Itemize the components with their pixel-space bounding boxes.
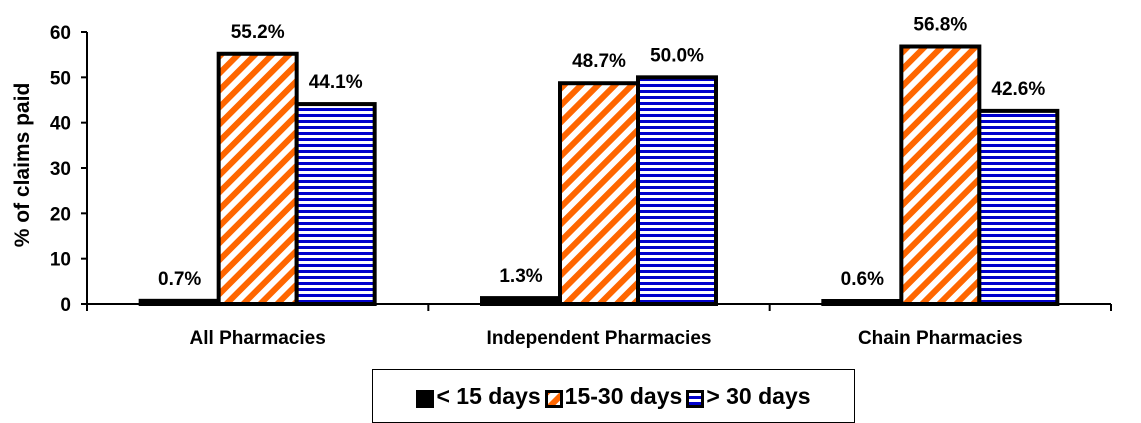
legend-label-over-30: > 30 days: [706, 382, 811, 409]
legend-item-over-30: > 30 days: [686, 382, 811, 410]
data-label: 48.7%: [572, 51, 626, 72]
data-label: 1.3%: [499, 266, 542, 287]
y-tick-label: 60: [50, 23, 71, 44]
bar-chart: 0 10 20 30 40 50 60 All Pharmacies Independent P…: [11, 15, 1112, 349]
bar: [977, 108, 1060, 306]
data-label: 50.0%: [650, 45, 704, 66]
bar: [138, 298, 221, 306]
bar: [821, 299, 904, 306]
bar: [899, 44, 982, 307]
bar: [216, 51, 299, 307]
bar: [480, 296, 562, 306]
bars: [138, 44, 1060, 307]
y-tick-label: 50: [50, 68, 71, 89]
data-label: 0.7%: [158, 269, 201, 290]
y-tick-label: 20: [50, 204, 71, 225]
legend-swatch-15-30: [544, 387, 563, 408]
y-tick-label: 40: [50, 114, 71, 135]
bar: [558, 81, 640, 306]
legend-label-15-30: 15-30 days: [564, 382, 683, 409]
legend-item-under-15: < 15 days: [416, 382, 541, 410]
x-category-label: All Pharmacies: [190, 328, 326, 349]
legend-swatch-under-15: [416, 387, 435, 408]
data-label: 44.1%: [309, 72, 363, 93]
bar: [636, 75, 718, 307]
data-label: 56.8%: [913, 15, 967, 36]
legend: < 15 days 15-30 days > 30 days: [372, 369, 855, 423]
legend-label-under-15: < 15 days: [436, 382, 541, 409]
bar: [294, 102, 377, 306]
legend-item-15-30: 15-30 days: [544, 382, 683, 410]
data-label: 55.2%: [231, 22, 285, 43]
y-tick-label: 10: [50, 250, 71, 271]
x-category-label: Chain Pharmacies: [858, 328, 1023, 349]
y-tick-label: 30: [50, 159, 71, 180]
y-axis-label: % of claims paid: [11, 83, 34, 248]
axes: 0 10 20 30 40 50 60 All Pharmacies Independent P…: [50, 23, 1112, 349]
x-category-label: Independent Pharmacies: [487, 328, 712, 349]
data-label: 0.6%: [841, 269, 884, 290]
data-label: 42.6%: [991, 79, 1045, 100]
legend-swatch-over-30: [686, 387, 705, 408]
data-labels: 0.7% 55.2% 44.1% 1.3% 48.7% 50.0% 0.6% 56.8% 42.…: [158, 15, 1045, 290]
y-tick-label: 0: [60, 295, 71, 316]
